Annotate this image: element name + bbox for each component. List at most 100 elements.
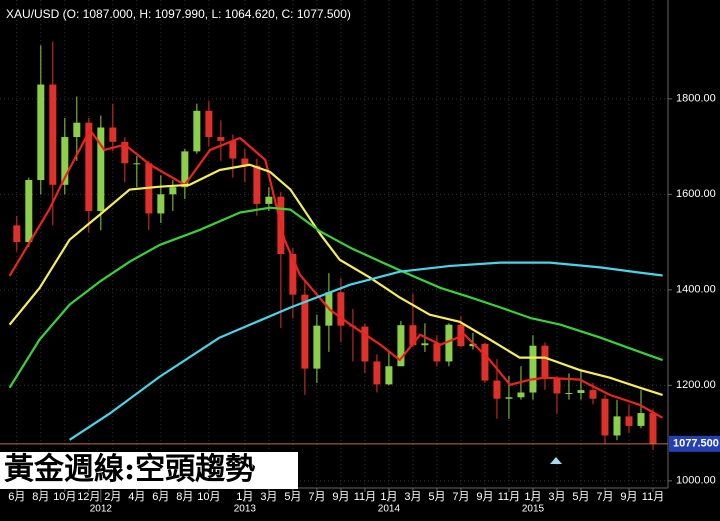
candle-body [541, 345, 549, 380]
candle-body [409, 325, 417, 346]
x-tick-label: 5月 [284, 491, 301, 503]
y-tick-label: 1600.00 [676, 188, 716, 200]
x-tick-label: 9月 [332, 491, 349, 503]
x-tick-label: 5月 [428, 491, 445, 503]
x-tick-label: 7月 [452, 491, 469, 503]
y-tick-label: 1000.00 [676, 475, 716, 487]
x-tick-label: 1月 [524, 491, 541, 503]
moving-average-line [8, 206, 663, 389]
candle-body [301, 294, 309, 369]
candle-body [469, 343, 477, 347]
x-tick-label: 12月 [77, 491, 100, 503]
x-tick-label: 10月 [197, 491, 220, 503]
x-tick-label: 11月 [642, 491, 664, 503]
last-price-box [669, 435, 720, 452]
x-tick-label: 3月 [260, 491, 277, 503]
candle-body [193, 110, 201, 152]
candle-body [205, 110, 213, 138]
candle-body [229, 140, 237, 159]
candle-body [121, 141, 129, 164]
annotation-box [0, 452, 298, 489]
candle-body [361, 326, 369, 362]
candle-body [49, 84, 57, 185]
candle-body [649, 413, 657, 444]
y-tick-label: 1800.00 [676, 93, 716, 105]
candle-body [61, 137, 69, 185]
candle-body [313, 325, 321, 369]
candle-body [529, 345, 537, 393]
y-tick-label: 1200.00 [676, 379, 716, 391]
x-tick-label: 9月 [620, 491, 637, 503]
candle-body [13, 225, 21, 243]
candle-body [85, 122, 93, 212]
plot [8, 41, 664, 450]
candle-body [241, 158, 249, 166]
candle-body [397, 325, 405, 367]
moving-average-line [69, 261, 663, 441]
candle-body [493, 380, 501, 399]
chart-title: XAU/USD (O: 1087.000, H: 1097.990, L: 10… [6, 7, 351, 21]
candle-body [613, 416, 621, 436]
x-tick-label: 7月 [596, 491, 613, 503]
x-tick-label: 8月 [176, 491, 193, 503]
candle-body [637, 413, 645, 426]
x-tick-label: 5月 [572, 491, 589, 503]
marker [550, 457, 562, 464]
candle-body [253, 165, 261, 204]
overlay: 1077.500 [0, 435, 720, 452]
x-tick-label: 6月 [8, 491, 25, 503]
candle-body [157, 194, 165, 214]
x-tick-label: 3月 [404, 491, 421, 503]
x-tick-label: 6月 [152, 491, 169, 503]
grid [0, 0, 672, 502]
candle-body [265, 196, 273, 204]
candle-body [433, 343, 441, 362]
x-tick-label: 11月 [354, 491, 376, 503]
candle-body [337, 292, 345, 326]
candle-body [109, 127, 117, 142]
x-year-label: 2012 [90, 504, 113, 515]
candle-body [133, 163, 141, 165]
candle-body [445, 324, 453, 362]
candle-body [481, 343, 489, 381]
x-year-label: 2013 [234, 504, 257, 515]
x-tick-label: 8月 [32, 491, 49, 503]
candle-body [589, 390, 597, 399]
candle-body [565, 392, 573, 394]
candle-body [289, 254, 297, 295]
moving-average-line [8, 163, 663, 396]
x-tick-label: 1月 [380, 491, 397, 503]
candle-body [217, 137, 225, 141]
candle-body [181, 151, 189, 188]
candle-body [517, 392, 525, 398]
x-tick-label: 2月 [104, 491, 121, 503]
x-tick-label: 7月 [308, 491, 325, 503]
x-tick-label: 11月 [498, 491, 520, 503]
x-year-label: 2015 [522, 504, 545, 515]
x-tick-label: 3月 [548, 491, 565, 503]
candle-body [505, 397, 513, 399]
candle-body [601, 398, 609, 436]
candle-body [553, 379, 561, 394]
x-tick-label: 4月 [128, 491, 145, 503]
x-tick-label: 9月 [476, 491, 493, 503]
candle-body [421, 343, 429, 346]
last-price-label: 1077.500 [673, 438, 719, 450]
candle-body [385, 366, 393, 385]
annotation: 黃金週線:空頭趨勢 [4, 452, 255, 487]
candle-body [73, 122, 81, 138]
moving-average-line [8, 128, 664, 419]
candle-body [373, 361, 381, 385]
candle-body [37, 84, 45, 181]
y-tick-label: 1400.00 [676, 284, 716, 296]
candle-body [625, 416, 633, 426]
x-year-label: 2014 [378, 504, 401, 515]
candle-body [25, 180, 33, 243]
x-tick-label: 10月 [53, 491, 76, 503]
candle-body [169, 187, 177, 195]
candle-body [97, 127, 105, 212]
x-tick-label: 1月 [236, 491, 253, 503]
